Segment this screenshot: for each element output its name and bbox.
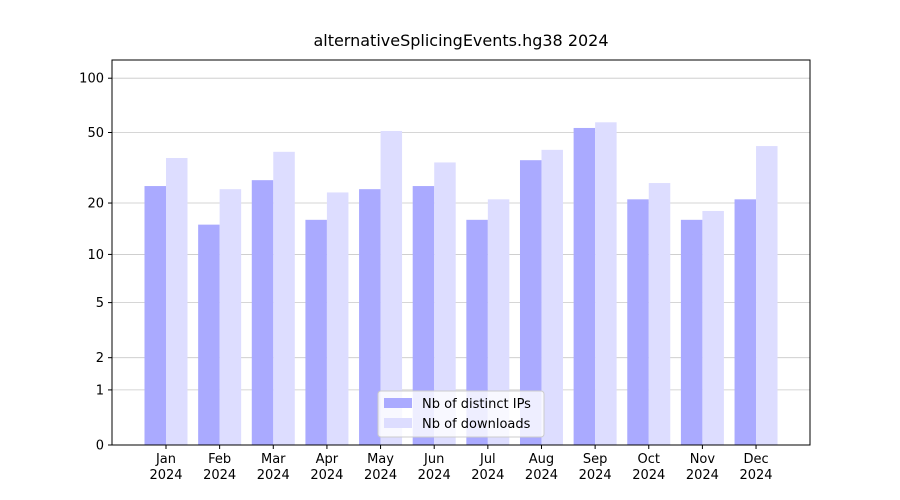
x-tick-label: Jan 2024 (149, 452, 183, 483)
bar (627, 199, 649, 445)
legend-label: Nb of downloads (422, 417, 531, 432)
bar (412, 186, 435, 445)
y-tick-label: 5 (96, 296, 104, 311)
bar (648, 183, 671, 445)
y-tick-label: 100 (79, 72, 104, 87)
y-tick-label: 0 (96, 439, 104, 454)
y-tick-label: 20 (87, 197, 104, 212)
x-tick-label: Nov 2024 (685, 452, 719, 483)
bar (466, 219, 488, 445)
bar (359, 189, 381, 445)
bar (198, 224, 220, 445)
x-tick-label: Oct 2024 (632, 452, 666, 483)
bar (680, 219, 703, 445)
legend-box (377, 390, 545, 438)
bar (305, 219, 327, 445)
bar (519, 160, 542, 446)
bar (166, 158, 188, 445)
bar (326, 192, 349, 445)
bar (273, 151, 295, 445)
legend-swatch (384, 418, 412, 428)
x-tick-label: Feb 2024 (203, 452, 237, 483)
bar (251, 180, 274, 445)
y-tick-label: 2 (96, 351, 104, 366)
x-tick-label: Aug 2024 (524, 452, 559, 483)
legend-swatch (384, 398, 412, 408)
y-tick-label: 10 (87, 248, 104, 263)
x-tick-label: Sep 2024 (578, 452, 612, 483)
bar (541, 149, 563, 445)
bar (734, 199, 757, 445)
bar (219, 189, 242, 445)
bar (144, 186, 166, 445)
x-tick-label: Dec 2024 (739, 452, 773, 483)
x-tick-label: Jul 2024 (471, 452, 505, 483)
x-tick-label: Jun 2024 (417, 452, 451, 483)
bar (756, 146, 778, 445)
x-tick-label: May 2024 (364, 452, 398, 483)
bar (380, 130, 403, 445)
bar (434, 162, 456, 445)
x-tick-label: Mar 2024 (256, 452, 290, 483)
bar (595, 122, 617, 445)
bar (702, 210, 724, 445)
legend: Nb of distinct IPs Nb of downloads (377, 390, 545, 438)
y-tick-label: 1 (96, 383, 104, 398)
y-tick-label: 50 (87, 126, 104, 141)
plot-frame (111, 59, 811, 446)
chart-title: alternativeSplicingEvents.hg38 2024 (313, 31, 608, 50)
bar (573, 127, 596, 445)
x-tick-label: Apr 2024 (310, 452, 344, 483)
bar (487, 199, 510, 445)
legend-label: Nb of distinct IPs (422, 397, 531, 412)
